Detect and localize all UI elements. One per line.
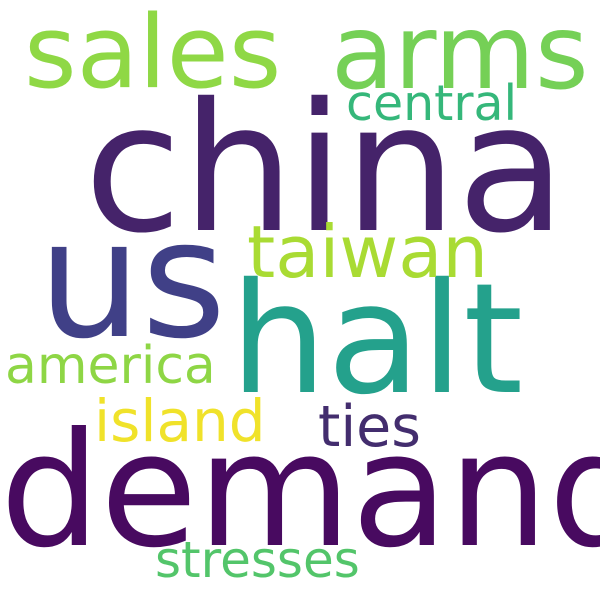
word-island: island — [94, 387, 266, 455]
word-us: us — [38, 186, 227, 375]
word-stresses: stresses — [155, 531, 360, 589]
word-arms: arms — [331, 0, 589, 113]
word-sales: sales — [24, 0, 282, 111]
word-demands: demands — [0, 399, 600, 583]
word-central: central — [346, 75, 518, 132]
word-america: america — [5, 336, 216, 396]
word-ties: ties — [318, 394, 421, 460]
word-halt: halt — [230, 251, 524, 429]
word-china: china — [84, 65, 567, 272]
word-taiwan: taiwan — [247, 210, 488, 294]
